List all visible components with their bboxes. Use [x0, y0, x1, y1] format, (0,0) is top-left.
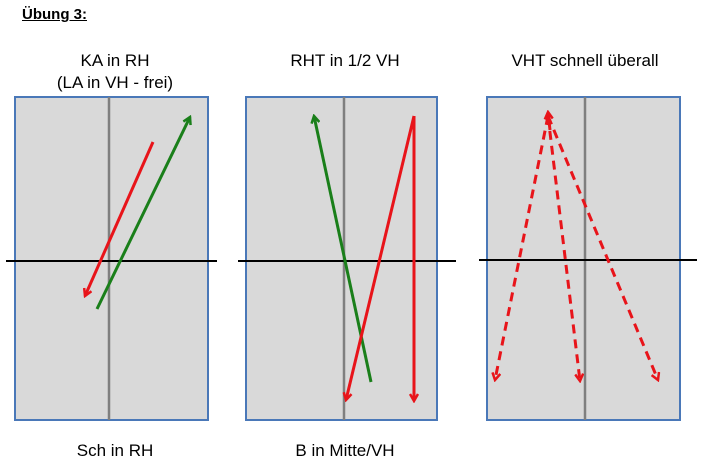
court-panel-1 [6, 96, 217, 421]
panel-3-top-label: VHT schnell überall [490, 50, 680, 72]
arrow-red-dashed-up [548, 112, 550, 131]
panel-1-label-line2: (LA in VH - frei) [56, 73, 174, 92]
court-3-field [486, 96, 681, 421]
panel-1-top-label: KA in RH (LA in VH - frei) [30, 50, 200, 94]
panel-2-label-line1: RHT in 1/2 VH [290, 51, 400, 70]
panel-2-top-label: RHT in 1/2 VH [255, 50, 435, 72]
panel-1-label-line1: KA in RH [80, 51, 150, 70]
court-panel-3 [479, 96, 697, 421]
arrow-green-1 [95, 117, 190, 310]
panel-3-label-line1: VHT schnell überall [511, 51, 659, 70]
panel-2-bottom-label: B in Mitte/VH [295, 441, 395, 460]
panel-1-bottom-label: Sch in RH [76, 441, 154, 460]
court-panel-2 [238, 96, 456, 421]
court-1-field [14, 96, 209, 421]
exercise-title: Übung 3: [22, 6, 87, 23]
arrow-red-dashed-right [546, 115, 658, 380]
arrow-red-1 [85, 141, 155, 296]
arrow-red-2a [346, 115, 416, 400]
